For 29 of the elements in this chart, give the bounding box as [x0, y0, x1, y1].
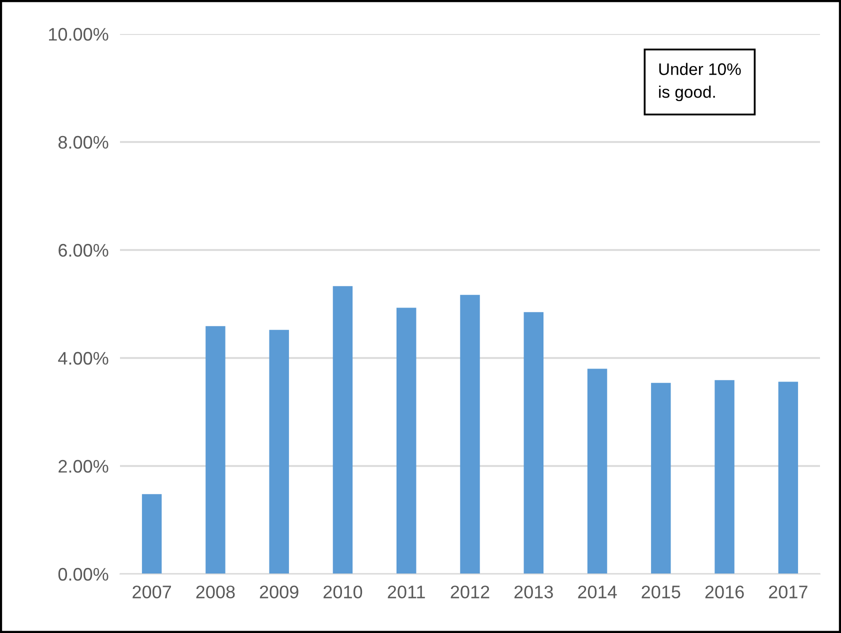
x-tick-label: 2016 — [705, 586, 744, 598]
x-tick-label: 2010 — [324, 586, 362, 598]
bar — [778, 382, 798, 574]
y-tick-label: 2.00% — [58, 460, 108, 473]
bar — [460, 294, 480, 574]
x-tick-label: 2012 — [450, 586, 490, 598]
bar — [142, 494, 162, 574]
x-tick-label: 2009 — [260, 586, 298, 598]
x-tick-label: 2017 — [769, 586, 808, 598]
x-tick-label: 2013 — [514, 586, 553, 598]
y-tick-label: 10.00% — [49, 28, 108, 41]
y-tick-label: 8.00% — [58, 136, 108, 149]
bar — [206, 326, 226, 574]
bar — [269, 330, 289, 574]
bar — [714, 380, 734, 574]
bar — [524, 312, 544, 574]
x-tick-label: 2015 — [642, 586, 680, 598]
x-tick-label: 2014 — [578, 586, 617, 598]
bar — [651, 382, 671, 574]
y-tick-label: 6.00% — [58, 244, 108, 257]
y-tick-label: 0.00% — [58, 568, 108, 581]
bar — [587, 368, 608, 574]
annotation: Under 10% is good. — [659, 62, 741, 102]
x-tick-label: 2008 — [196, 586, 235, 598]
x-tick-label: 2007 — [132, 586, 171, 598]
x-tick-label: 2011 — [388, 586, 425, 598]
bar — [396, 308, 416, 574]
bar — [332, 286, 353, 574]
y-tick-label: 4.00% — [58, 352, 108, 365]
